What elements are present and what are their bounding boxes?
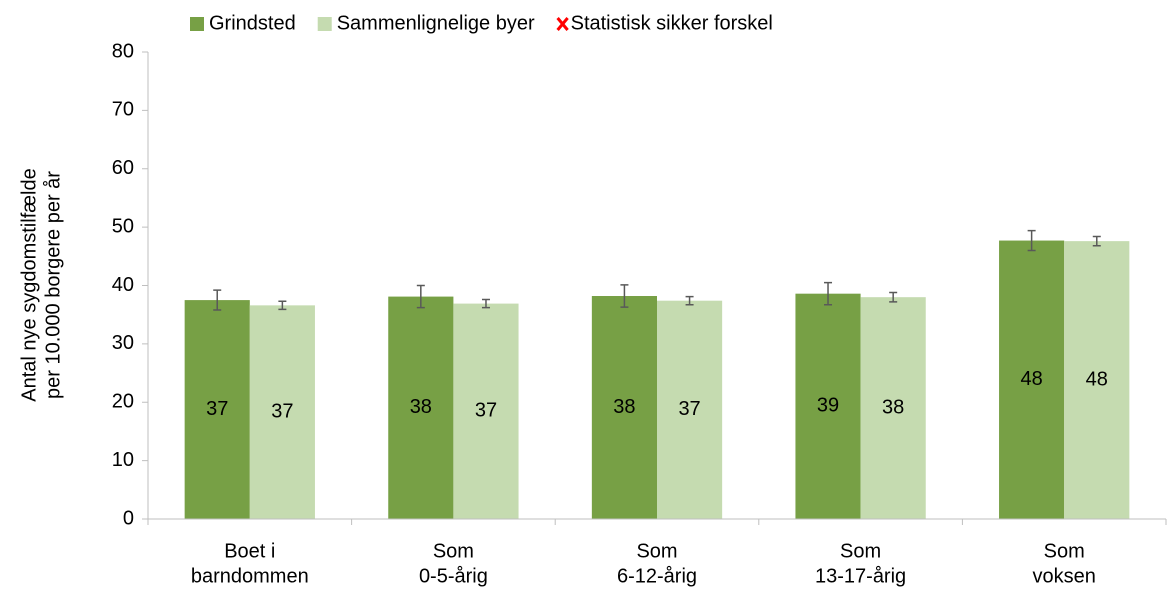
x-tick-label: barndommen (191, 565, 309, 587)
x-tick-label: Som (433, 540, 474, 562)
legend-swatch (190, 17, 204, 31)
data-label: 48 (1086, 368, 1108, 390)
error-bar (416, 284, 425, 309)
error-bar (481, 298, 490, 309)
data-label: 48 (1020, 368, 1042, 390)
legend-label: Grindsted (209, 12, 296, 34)
data-label: 37 (475, 400, 497, 422)
x-tick-label: Som (636, 540, 677, 562)
bar (249, 305, 315, 519)
error-bar (213, 289, 222, 311)
y-tick-label: 20 (112, 391, 134, 413)
bar (1064, 241, 1130, 519)
y-axis-title-line: Antal nye sygdomstilfælde (18, 168, 40, 401)
x-tick-label: 6-12-årig (617, 565, 697, 587)
y-tick-label: 50 (112, 215, 134, 237)
y-tick-label: 0 (123, 507, 134, 529)
data-label: 37 (678, 398, 700, 420)
error-bar (1027, 229, 1036, 252)
bar (860, 297, 926, 519)
x-tick-label: 13-17-årig (815, 565, 906, 587)
x-tick-label: Boet i (224, 540, 275, 562)
x-tick-label: Som (1044, 540, 1085, 562)
error-bar (824, 281, 833, 306)
data-label: 38 (882, 396, 904, 418)
legend-label: Sammenlignelige byer (337, 12, 535, 34)
y-axis-title: Antal nye sygdomstilfælde per 10.000 bor… (18, 168, 64, 401)
legend-label: Statistisk sikker forskel (571, 12, 773, 34)
bar (657, 300, 723, 519)
bar (453, 303, 519, 519)
data-label: 38 (410, 396, 432, 418)
y-tick-label: 70 (112, 99, 134, 121)
y-tick-label: 40 (112, 274, 134, 296)
y-tick-label: 80 (112, 40, 134, 62)
bar (591, 296, 657, 519)
error-bar (889, 291, 898, 303)
data-label: 37 (206, 398, 228, 420)
data-label: 37 (271, 400, 293, 422)
x-tick-label: 0-5-årig (419, 565, 488, 587)
y-tick-label: 30 (112, 332, 134, 354)
error-bar (685, 295, 694, 306)
y-axis-title-line: per 10.000 borgere per år (42, 171, 64, 399)
y-tick-label: 60 (112, 157, 134, 179)
bar (795, 293, 861, 519)
error-bar (620, 284, 629, 308)
y-tick-label: 10 (112, 449, 134, 471)
bar (999, 240, 1065, 519)
error-bar (1092, 235, 1101, 247)
bar (388, 296, 454, 519)
error-bar (278, 300, 287, 311)
x-tick-label: voksen (1033, 565, 1096, 587)
data-label: 39 (817, 395, 839, 417)
bar (184, 300, 250, 519)
legend-swatch (317, 17, 332, 31)
data-label: 38 (613, 396, 635, 418)
legend-marker (556, 17, 569, 31)
x-tick-label: Som (840, 540, 881, 562)
